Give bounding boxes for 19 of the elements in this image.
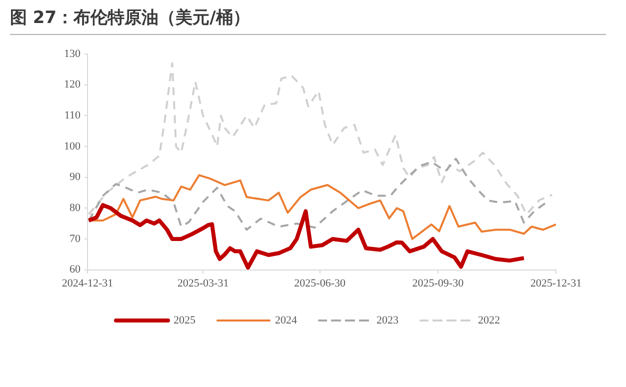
x-tick-label: 2025-09-30 [412, 277, 464, 290]
legend-label: 2023 [376, 314, 399, 326]
y-tick-label: 120 [64, 78, 81, 91]
line-series [88, 158, 548, 231]
y-tick-label: 90 [70, 171, 81, 184]
y-tick-label: 70 [70, 232, 81, 245]
y-tick-label: 100 [64, 140, 81, 152]
y-tick-label: 80 [70, 202, 81, 214]
y-tick-label: 130 [64, 48, 81, 60]
x-tick-label: 2025-12-31 [530, 277, 582, 290]
x-tick-label: 2024-12-31 [62, 277, 114, 290]
legend-label: 2024 [275, 314, 298, 326]
legend-label: 2025 [174, 314, 196, 326]
legend-label: 2022 [478, 314, 500, 326]
x-tick-label: 2025-03-31 [177, 277, 229, 290]
y-tick-label: 110 [64, 110, 81, 122]
y-tick-label: 60 [70, 264, 81, 276]
chart-title: 图 27：布伦特原油（美元/桶） [10, 7, 250, 29]
x-tick-label: 2025-06-30 [294, 277, 346, 290]
